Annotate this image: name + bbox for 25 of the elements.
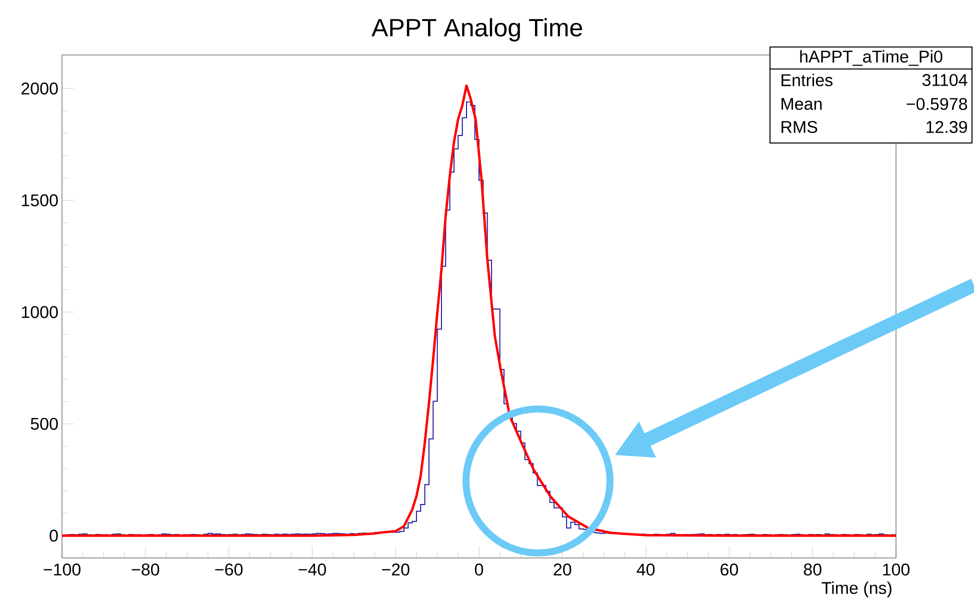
x-tick-label: −60 bbox=[215, 564, 243, 576]
x-tick-label: 80 bbox=[804, 564, 822, 576]
annotation: hAPPT_aTime_Pi0 bbox=[800, 50, 942, 66]
x-axis-title: Time (ns) bbox=[822, 582, 892, 598]
x-tick-label: 40 bbox=[636, 564, 655, 576]
y-tick-label: 2000 bbox=[22, 82, 58, 95]
y-tick-label: 500 bbox=[30, 418, 58, 430]
annotation: Entries bbox=[782, 74, 832, 86]
x-tick-label: 0 bbox=[474, 564, 484, 576]
text: 12.39 bbox=[926, 120, 967, 134]
x-tick-label: 100 bbox=[883, 564, 910, 576]
annotation: Mean bbox=[782, 98, 822, 110]
text: 31104 bbox=[922, 74, 968, 86]
x-tick-label: 20 bbox=[554, 564, 572, 576]
text: −0.5978 bbox=[906, 98, 968, 110]
y-tick-label: 1000 bbox=[22, 306, 58, 318]
x-tick-label: −40 bbox=[298, 564, 326, 576]
annotation: RMS bbox=[782, 120, 818, 134]
chart-title: APPT Analog Time bbox=[372, 18, 582, 42]
x-tick-label: 60 bbox=[720, 564, 738, 576]
y-tick-label: 1500 bbox=[22, 194, 58, 206]
x-tick-label: −100 bbox=[44, 564, 80, 576]
x-tick-label: −80 bbox=[132, 564, 160, 576]
x-tick-label: −20 bbox=[382, 564, 410, 576]
y-tick-label: 0 bbox=[50, 530, 58, 542]
